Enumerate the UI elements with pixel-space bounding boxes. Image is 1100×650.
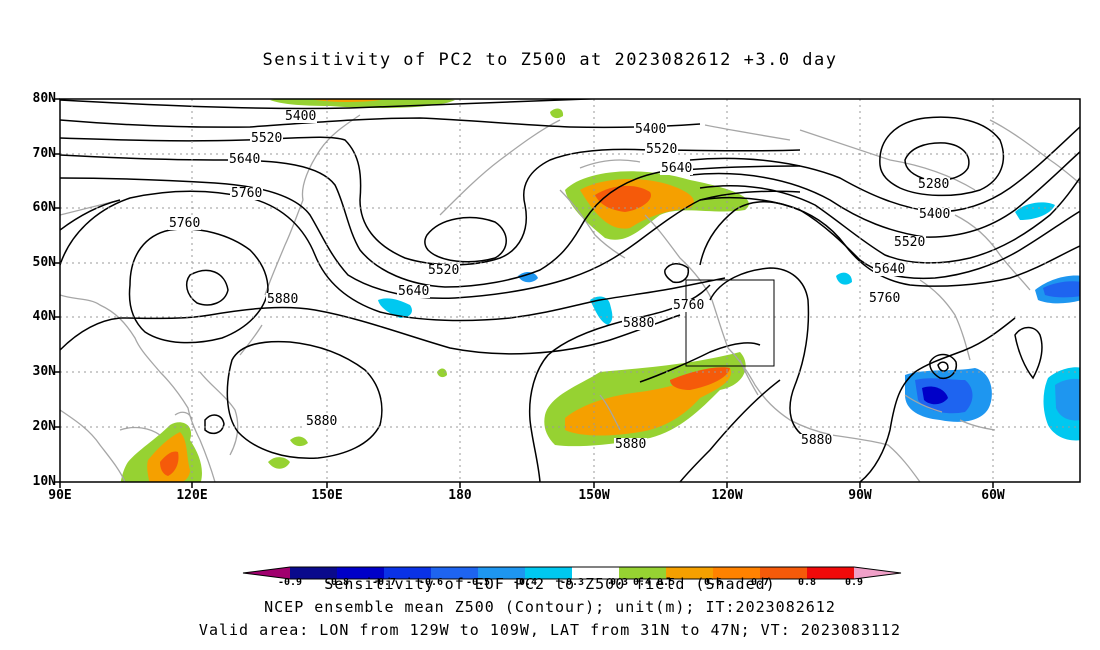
shaded-sensitivity: [120, 99, 1080, 482]
colorbar-swatch-8: [619, 567, 666, 579]
lon-label: 120W: [711, 488, 743, 503]
colorbar-swatch-9: [666, 567, 713, 579]
lat-label: 70N: [32, 146, 56, 161]
contour-label: 5640: [228, 152, 262, 167]
colorbar-swatch-4: [431, 567, 478, 579]
colorbar-swatch-2: [337, 567, 384, 579]
lat-label: 80N: [32, 91, 56, 106]
chart-title: Sensitivity of PC2 to Z500 at 2023082612…: [262, 50, 838, 70]
contour-label: 5880: [800, 433, 834, 448]
contour-label: 5280: [917, 177, 951, 192]
colorbar-swatch-0: [243, 567, 290, 579]
colorbar-tick: -0.4: [512, 577, 538, 588]
colorbar-tick: 0.9: [844, 577, 864, 588]
lon-label: 60W: [981, 488, 1005, 503]
colorbar-swatch-5: [478, 567, 525, 579]
lon-label: 180: [448, 488, 472, 503]
lat-label: 50N: [32, 255, 56, 270]
contour-label: 5880: [622, 316, 656, 331]
valid-area-box: [685, 279, 775, 367]
colorbar-swatch-11: [760, 567, 807, 579]
contour-label: 5520: [893, 235, 927, 250]
lon-label: 90E: [48, 488, 72, 503]
z500-contours: [60, 99, 1080, 482]
contour-label: 5760: [230, 186, 264, 201]
contour-label: 5760: [168, 216, 202, 231]
colorbar-tick: 0.5: [656, 577, 676, 588]
colorbar-tick: 0.6: [703, 577, 723, 588]
contour-label: 5760: [672, 298, 706, 313]
colorbar-swatch-14: [854, 567, 901, 579]
colorbar-tick: -0.6: [418, 577, 444, 588]
colorbar-swatch-3: [384, 567, 431, 579]
colorbar-tick: -0.8: [324, 577, 350, 588]
colorbar-tick: 0.7: [750, 577, 770, 588]
colorbar-tick: 0.8: [797, 577, 817, 588]
colorbar-tick: 0.3: [609, 577, 629, 588]
contour-label: 5640: [397, 284, 431, 299]
contour-label: 5400: [284, 109, 318, 124]
colorbar-tick: -0.3: [559, 577, 585, 588]
coastlines: [60, 114, 1080, 482]
footer-line-2: NCEP ensemble mean Z500 (Contour); unit(…: [264, 598, 836, 616]
colorbar-tick: -0.9: [277, 577, 303, 588]
colorbar-swatch-10: [713, 567, 760, 579]
footer-line-3: Valid area: LON from 129W to 109W, LAT f…: [198, 621, 902, 639]
contour-label: 5520: [250, 131, 284, 146]
lat-label: 10N: [32, 474, 56, 489]
lat-label: 40N: [32, 309, 56, 324]
contour-label: 5640: [660, 161, 694, 176]
lon-label: 150W: [578, 488, 610, 503]
lon-label: 120E: [176, 488, 208, 503]
lat-label: 20N: [32, 419, 56, 434]
colorbar-swatch-7: [572, 567, 619, 579]
axis-ticks: [54, 98, 994, 488]
plot-frame: [59, 98, 1081, 483]
colorbar-swatch-12: [807, 567, 854, 579]
colorbar: [242, 566, 902, 580]
colorbar-swatch-6: [525, 567, 572, 579]
contour-label: 5880: [266, 292, 300, 307]
colorbar-tick: 0.4: [632, 577, 652, 588]
lon-label: 90W: [848, 488, 872, 503]
contour-label: 5520: [427, 263, 461, 278]
contour-label: 5520: [645, 142, 679, 157]
colorbar-tick: -0.7: [371, 577, 397, 588]
footer-line-1: Sensitivity of EOF PC2 to Z500 field (Sh…: [324, 575, 776, 593]
contour-label: 5880: [305, 414, 339, 429]
lon-label: 150E: [311, 488, 343, 503]
contour-label: 5880: [614, 437, 648, 452]
colorbar-tick: -0.5: [465, 577, 491, 588]
lat-label: 60N: [32, 200, 56, 215]
contour-label: 5640: [873, 262, 907, 277]
colorbar-swatch-1: [290, 567, 337, 579]
contour-label: 5400: [634, 122, 668, 137]
lat-label: 30N: [32, 364, 56, 379]
contour-label: 5400: [918, 207, 952, 222]
contour-label: 5760: [868, 291, 902, 306]
